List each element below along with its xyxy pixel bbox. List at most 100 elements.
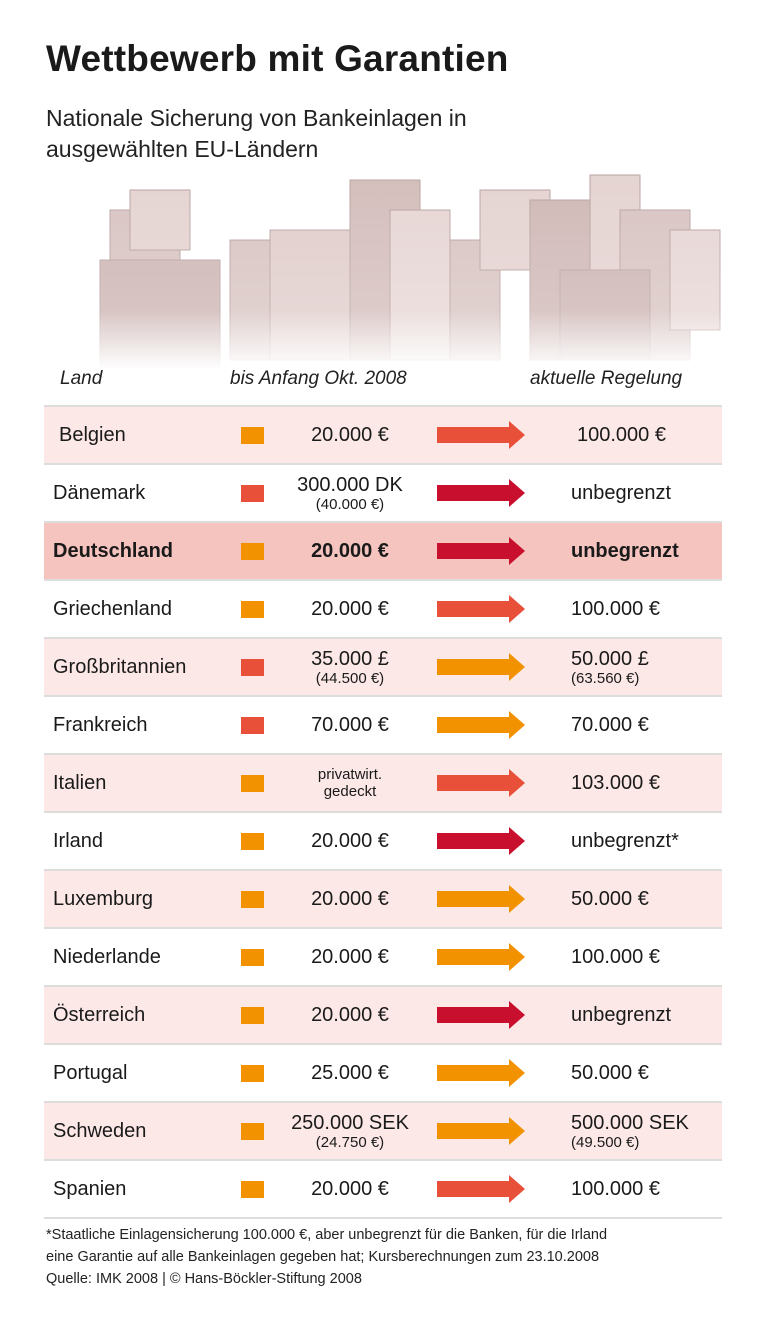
table-row: Großbritannien 35.000 £ (44.500 €) 50.00… bbox=[44, 639, 722, 697]
previous-value: privatwirt. bbox=[317, 766, 383, 783]
table-row: Schweden 250.000 SEK (24.750 €) 500.000 … bbox=[44, 1103, 722, 1161]
previous-guarantee: 250.000 SEK (24.750 €) bbox=[270, 1103, 430, 1159]
arrow-right-icon bbox=[437, 1059, 525, 1087]
current-value: unbegrenzt bbox=[571, 1004, 672, 1026]
country-name: Frankreich bbox=[53, 714, 148, 736]
previous-value: 20.000 € bbox=[311, 946, 389, 968]
status-square bbox=[241, 485, 264, 502]
current-value: unbegrenzt bbox=[571, 540, 679, 562]
table-row: Österreich 20.000 € unbegrenzt bbox=[44, 987, 722, 1045]
previous-guarantee: 20.000 € bbox=[270, 1161, 430, 1217]
previous-guarantee: 20.000 € bbox=[270, 987, 430, 1043]
country-name: Deutschland bbox=[53, 540, 174, 562]
country-name: Portugal bbox=[53, 1062, 128, 1084]
current-guarantee: 50.000 € bbox=[571, 1045, 751, 1101]
table-row: Belgien 20.000 € 100.000 € bbox=[44, 407, 722, 465]
current-guarantee: 100.000 € bbox=[577, 407, 757, 463]
subtitle: Nationale Sicherung von Bankeinlagen in … bbox=[46, 105, 467, 162]
country-name: Niederlande bbox=[53, 946, 161, 968]
footnote-line: eine Garantie auf alle Bankeinlagen gege… bbox=[46, 1249, 600, 1265]
current-guarantee: 50.000 £ (63.560 €) bbox=[571, 639, 751, 695]
previous-guarantee: 300.000 DK (40.000 €) bbox=[270, 465, 430, 521]
arrow-right-icon bbox=[437, 827, 525, 855]
previous-guarantee: 20.000 € bbox=[270, 813, 430, 869]
arrow-right-icon bbox=[437, 769, 525, 797]
status-square bbox=[241, 717, 264, 734]
previous-value: 20.000 € bbox=[311, 540, 389, 562]
table-row: Irland 20.000 € unbegrenzt* bbox=[44, 813, 722, 871]
arrow-right-icon bbox=[437, 421, 525, 449]
country-name: Irland bbox=[53, 830, 104, 852]
status-square bbox=[241, 1181, 264, 1198]
previous-guarantee: 20.000 € bbox=[270, 871, 430, 927]
status-square bbox=[241, 659, 264, 676]
previous-value-sub: (24.750 €) bbox=[315, 1133, 385, 1151]
table-row: Deutschland 20.000 € unbegrenzt bbox=[44, 523, 722, 581]
table-row: Griechenland 20.000 € 100.000 € bbox=[44, 581, 722, 639]
footnote: *Staatliche Einlagensicherung 100.000 €,… bbox=[46, 1224, 607, 1290]
status-square bbox=[241, 949, 264, 966]
current-value: 50.000 £ bbox=[571, 647, 649, 670]
current-guarantee: 100.000 € bbox=[571, 929, 751, 985]
previous-value: 20.000 € bbox=[311, 888, 389, 910]
status-square bbox=[241, 1065, 264, 1082]
current-guarantee: unbegrenzt bbox=[571, 987, 751, 1043]
table-row: Frankreich 70.000 € 70.000 € bbox=[44, 697, 722, 755]
status-square bbox=[241, 833, 264, 850]
arrow-right-icon bbox=[437, 1175, 525, 1203]
status-square bbox=[241, 1123, 264, 1140]
arrow-right-icon bbox=[437, 943, 525, 971]
current-value: 103.000 € bbox=[571, 772, 660, 794]
status-square bbox=[241, 427, 264, 444]
previous-guarantee: 20.000 € bbox=[270, 523, 430, 579]
current-guarantee: 100.000 € bbox=[571, 1161, 751, 1217]
status-square bbox=[241, 543, 264, 560]
status-square bbox=[241, 601, 264, 618]
arrow-right-icon bbox=[437, 595, 525, 623]
city-skyline-illustration bbox=[90, 170, 730, 370]
arrow-right-icon bbox=[437, 1001, 525, 1029]
previous-value-sub: gedeckt bbox=[323, 783, 377, 800]
current-guarantee: unbegrenzt* bbox=[571, 813, 751, 869]
table-row: Spanien 20.000 € 100.000 € bbox=[44, 1161, 722, 1219]
current-guarantee: unbegrenzt bbox=[571, 465, 751, 521]
current-guarantee: 50.000 € bbox=[571, 871, 751, 927]
current-value-sub: (49.500 €) bbox=[571, 1133, 640, 1151]
current-value-sub: (63.560 €) bbox=[571, 669, 640, 687]
deposit-guarantee-table: Belgien 20.000 € 100.000 € Dänemark 300.… bbox=[44, 405, 722, 1219]
current-value: 100.000 € bbox=[577, 424, 666, 446]
arrow-right-icon bbox=[437, 653, 525, 681]
previous-guarantee: 20.000 € bbox=[270, 581, 430, 637]
country-name: Italien bbox=[53, 772, 107, 794]
country-name: Spanien bbox=[53, 1178, 127, 1200]
current-value: unbegrenzt bbox=[571, 482, 672, 504]
current-value: 70.000 € bbox=[571, 714, 649, 736]
current-guarantee: unbegrenzt bbox=[571, 523, 751, 579]
table-row: Portugal 25.000 € 50.000 € bbox=[44, 1045, 722, 1103]
previous-guarantee: 35.000 £ (44.500 €) bbox=[270, 639, 430, 695]
current-guarantee: 70.000 € bbox=[571, 697, 751, 753]
current-guarantee: 103.000 € bbox=[571, 755, 751, 811]
current-value: unbegrenzt* bbox=[571, 830, 679, 852]
arrow-right-icon bbox=[437, 885, 525, 913]
country-name: Belgien bbox=[59, 424, 126, 446]
previous-guarantee: 20.000 € bbox=[270, 407, 430, 463]
column-header-before: bis Anfang Okt. 2008 bbox=[230, 368, 407, 389]
table-row: Luxemburg 20.000 € 50.000 € bbox=[44, 871, 722, 929]
previous-guarantee: 70.000 € bbox=[270, 697, 430, 753]
previous-value-sub: (44.500 €) bbox=[315, 669, 385, 687]
current-value: 100.000 € bbox=[571, 598, 660, 620]
country-name: Österreich bbox=[53, 1004, 146, 1026]
current-guarantee: 500.000 SEK (49.500 €) bbox=[571, 1103, 751, 1159]
country-name: Schweden bbox=[53, 1120, 147, 1142]
previous-value: 300.000 DK bbox=[297, 473, 403, 496]
arrow-right-icon bbox=[437, 537, 525, 565]
previous-value-sub: (40.000 €) bbox=[315, 495, 385, 513]
column-header-land: Land bbox=[60, 368, 103, 389]
previous-value: 20.000 € bbox=[311, 424, 389, 446]
previous-value: 70.000 € bbox=[311, 714, 389, 736]
table-row: Dänemark 300.000 DK (40.000 €) unbegrenz… bbox=[44, 465, 722, 523]
country-name: Dänemark bbox=[53, 482, 146, 504]
arrow-right-icon bbox=[437, 479, 525, 507]
